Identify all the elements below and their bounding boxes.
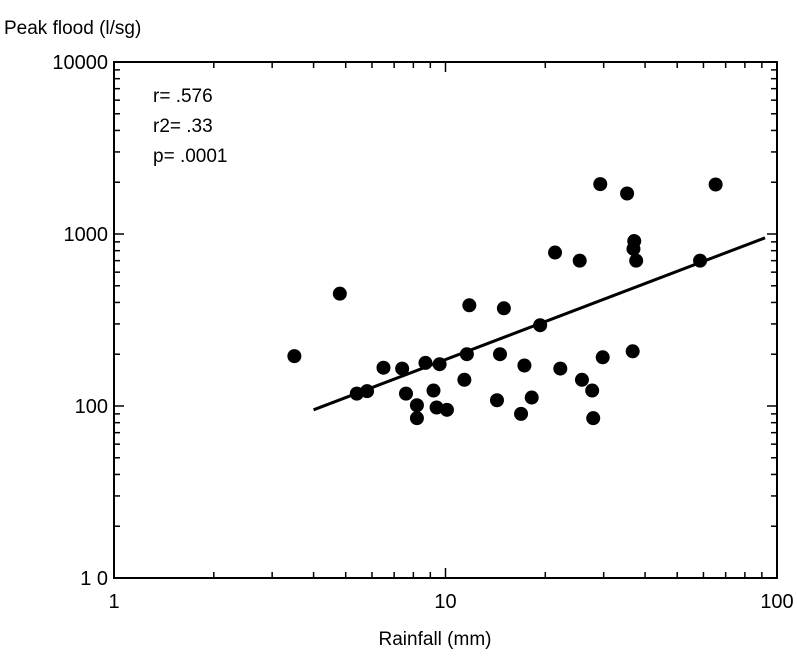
data-point: [514, 406, 529, 421]
data-point: [376, 360, 391, 375]
plot-frame: [113, 61, 778, 579]
y-tick-label: 1 0: [80, 568, 108, 590]
y-axis-label: Peak flood (l/sg): [4, 18, 141, 39]
data-point: [595, 350, 610, 365]
data-point: [492, 347, 507, 362]
data-point: [517, 358, 532, 373]
data-point: [395, 361, 410, 376]
data-point: [533, 318, 548, 333]
stat-line: p= .0001: [153, 146, 228, 167]
data-point: [398, 386, 413, 401]
tick-labels: 1 10 100 1 0 100 1000 10000: [52, 52, 793, 613]
axis-ticks: [113, 61, 778, 579]
data-point: [360, 384, 375, 399]
y-tick-label: 10000: [52, 52, 108, 74]
data-point: [593, 177, 608, 192]
data-point: [548, 245, 563, 260]
data-point: [432, 357, 447, 372]
data-point: [629, 253, 644, 268]
data-point: [708, 177, 723, 192]
data-point: [586, 411, 601, 426]
data-point: [459, 347, 474, 362]
data-point: [585, 383, 600, 398]
data-point: [572, 253, 587, 268]
data-point: [574, 372, 589, 387]
data-point: [439, 402, 454, 417]
data-point: [489, 393, 504, 408]
data-point: [496, 301, 511, 316]
stat-line: r= .576: [153, 86, 213, 107]
data-point: [418, 355, 433, 370]
y-tick-label: 1000: [64, 224, 109, 246]
data-point: [462, 298, 477, 313]
stats-box: r= .576 r2= .33 p= .0001: [153, 86, 228, 167]
data-point: [553, 361, 568, 376]
data-point: [409, 411, 424, 426]
data-point: [332, 286, 347, 301]
data-point: [426, 383, 441, 398]
data-point: [625, 344, 640, 359]
data-point: [693, 253, 708, 268]
x-tick-label: 100: [760, 591, 793, 613]
x-axis-label: Rainfall (mm): [379, 629, 492, 650]
data-point: [457, 372, 472, 387]
y-tick-label: 100: [75, 396, 108, 418]
data-points: [287, 177, 723, 426]
data-point: [409, 398, 424, 413]
stat-line: r2= .33: [153, 116, 213, 137]
data-point: [287, 349, 302, 364]
x-tick-label: 1: [108, 591, 119, 613]
x-tick-label: 10: [434, 591, 456, 613]
data-point: [620, 186, 635, 201]
data-point: [524, 390, 539, 405]
data-point: [627, 234, 642, 249]
